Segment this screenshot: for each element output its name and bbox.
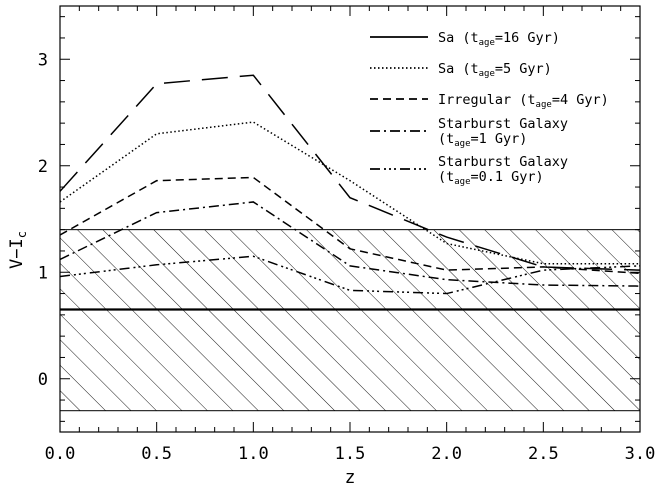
- y-axis-label-main: V−I: [7, 238, 27, 269]
- y-axis-label: V−Ic: [7, 231, 29, 269]
- y-tick-label: 1: [38, 263, 48, 283]
- series-line-4: [60, 201, 640, 287]
- x-tick-label: 1.5: [335, 444, 366, 464]
- x-tick-label: 3.0: [625, 444, 655, 464]
- legend-label-1: Sa (tage=16 Gyr): [438, 30, 560, 48]
- series-line-1: [60, 74, 640, 271]
- y-tick-label: 0: [38, 370, 48, 390]
- hatched-range-rect: [59, 229, 641, 412]
- x-tick-label: 2.5: [528, 444, 559, 464]
- legend-label-post: =16 Gyr): [495, 30, 560, 46]
- legend-label-sub: age: [536, 100, 552, 110]
- x-tick-label: 2.0: [431, 444, 462, 464]
- legend-label-2: Sa (tage=5 Gyr): [438, 61, 552, 79]
- y-tick-label: 2: [38, 157, 48, 177]
- legend-label-post: =5 Gyr): [495, 61, 552, 77]
- x-tick-label: 0.5: [141, 444, 172, 464]
- legend-label-3: Irregular (tage=4 Gyr): [438, 92, 609, 110]
- legend-label-pre: Sa (t: [438, 61, 479, 77]
- legend-label-5-line1: Starburst Galaxy: [438, 154, 568, 170]
- y-axis-label-sub: c: [15, 231, 29, 238]
- x-axis-label: z: [345, 467, 356, 488]
- legend-label-pre: (t: [438, 169, 454, 185]
- x-tick-label: 0.0: [45, 444, 76, 464]
- legend-label-4-line1: Starburst Galaxy: [438, 116, 568, 132]
- legend-label-post: =1 Gyr): [471, 131, 528, 147]
- legend-label-sub: age: [454, 177, 470, 187]
- series-line-3: [60, 176, 640, 275]
- legend-label-4: (tage=1 Gyr): [438, 131, 527, 149]
- y-tick-label: 3: [38, 50, 48, 70]
- series-line-2: [60, 121, 640, 265]
- legend-label-sub: age: [454, 139, 470, 149]
- legend-label-sub: age: [479, 38, 495, 48]
- legend-label-pre: Sa (t: [438, 30, 479, 46]
- series-lines: [60, 74, 640, 295]
- x-tick-label: 1.0: [238, 444, 269, 464]
- legend-label-5: (tage=0.1 Gyr): [438, 169, 544, 187]
- legend-label-pre: (t: [438, 131, 454, 147]
- legend-label-sub: age: [479, 69, 495, 79]
- hatched-band: [59, 229, 641, 412]
- axis-ticks: 0.0 0.5 1.0 1.5 2.0 2.5 3.0 0 1 2 3: [38, 6, 655, 464]
- legend-label-post: =0.1 Gyr): [471, 169, 544, 185]
- legend: Sa (tage=16 Gyr)Sa (tage=5 Gyr)Irregular…: [370, 30, 609, 187]
- series-line-5: [60, 255, 640, 295]
- legend-label-pre: Irregular (t: [438, 92, 536, 108]
- legend-label-post: =4 Gyr): [552, 92, 609, 108]
